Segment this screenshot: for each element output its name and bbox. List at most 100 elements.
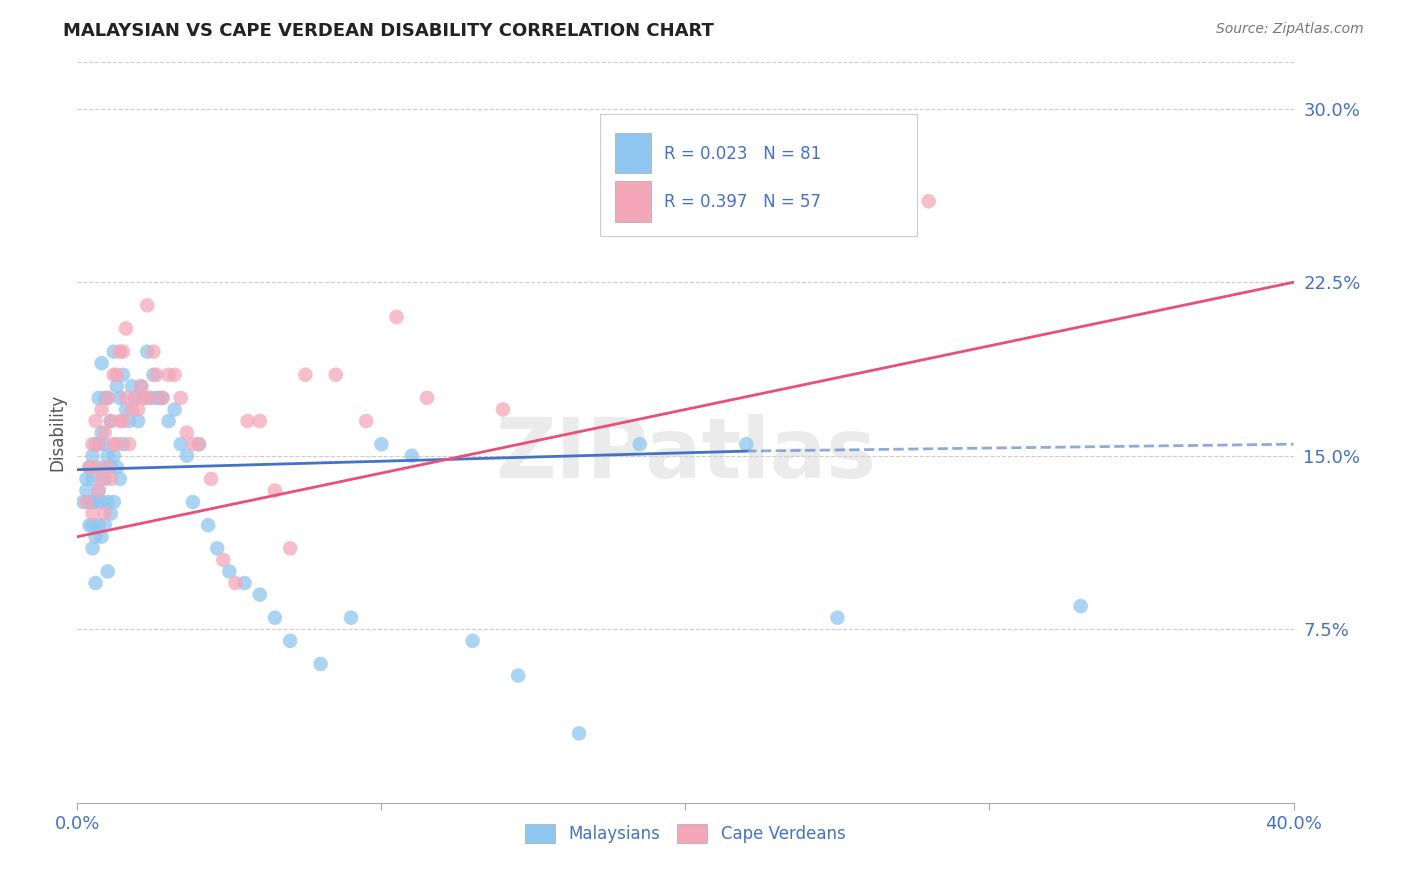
- Point: [827, 610, 849, 624]
- Point: [628, 437, 651, 451]
- FancyBboxPatch shape: [600, 114, 917, 236]
- Point: [134, 391, 156, 405]
- Point: [100, 507, 122, 521]
- Point: [136, 344, 159, 359]
- Point: [121, 402, 143, 417]
- Point: [115, 321, 138, 335]
- Point: [385, 310, 408, 324]
- Point: [176, 425, 198, 440]
- Point: [118, 437, 141, 451]
- Point: [129, 379, 152, 393]
- Point: [249, 588, 271, 602]
- Point: [87, 518, 110, 533]
- Point: [278, 633, 301, 648]
- Point: [84, 495, 107, 509]
- Point: [105, 379, 128, 393]
- Text: ZIPatlas: ZIPatlas: [495, 414, 876, 495]
- Point: [103, 368, 125, 382]
- Point: [508, 668, 530, 682]
- Point: [105, 368, 128, 382]
- Point: [79, 460, 101, 475]
- Point: [100, 472, 122, 486]
- Point: [181, 495, 204, 509]
- Point: [233, 576, 256, 591]
- Text: R = 0.023   N = 81: R = 0.023 N = 81: [664, 145, 821, 162]
- Point: [181, 437, 204, 451]
- Point: [79, 495, 101, 509]
- Point: [97, 565, 120, 579]
- Point: [152, 391, 174, 405]
- Point: [72, 495, 94, 509]
- Point: [249, 414, 271, 428]
- Point: [111, 437, 134, 451]
- Point: [127, 414, 149, 428]
- Point: [103, 437, 125, 451]
- Point: [111, 414, 134, 428]
- Point: [142, 344, 165, 359]
- Point: [100, 414, 122, 428]
- Point: [224, 576, 246, 591]
- Point: [90, 402, 112, 417]
- Point: [90, 460, 112, 475]
- Point: [108, 414, 131, 428]
- Point: [93, 425, 115, 440]
- Point: [354, 414, 377, 428]
- Point: [103, 344, 125, 359]
- Point: [84, 530, 107, 544]
- Point: [97, 460, 120, 475]
- Text: MALAYSIAN VS CAPE VERDEAN DISABILITY CORRELATION CHART: MALAYSIAN VS CAPE VERDEAN DISABILITY COR…: [63, 22, 714, 40]
- Point: [129, 379, 152, 393]
- Point: [93, 518, 115, 533]
- Point: [82, 507, 104, 521]
- Point: [142, 368, 165, 382]
- Point: [111, 368, 134, 382]
- Point: [75, 483, 97, 498]
- Point: [75, 495, 97, 509]
- Point: [93, 472, 115, 486]
- Point: [134, 391, 156, 405]
- Point: [103, 495, 125, 509]
- Bar: [614, 181, 651, 221]
- Point: [115, 402, 138, 417]
- Point: [105, 460, 128, 475]
- Point: [82, 495, 104, 509]
- Point: [176, 449, 198, 463]
- Point: [79, 460, 101, 475]
- Point: [84, 414, 107, 428]
- Point: [100, 460, 122, 475]
- Point: [188, 437, 211, 451]
- Point: [264, 483, 287, 498]
- Point: [157, 414, 180, 428]
- Point: [97, 495, 120, 509]
- Point: [90, 425, 112, 440]
- Point: [340, 610, 363, 624]
- Point: [124, 391, 146, 405]
- Point: [108, 344, 131, 359]
- Point: [918, 194, 941, 209]
- Point: [325, 368, 347, 382]
- Point: [84, 460, 107, 475]
- Point: [139, 391, 162, 405]
- Point: [264, 610, 287, 624]
- Point: [148, 391, 170, 405]
- Point: [82, 518, 104, 533]
- Point: [105, 437, 128, 451]
- Point: [100, 414, 122, 428]
- Point: [170, 391, 193, 405]
- Point: [197, 518, 219, 533]
- Point: [90, 472, 112, 486]
- Point: [145, 391, 167, 405]
- Point: [93, 437, 115, 451]
- Point: [145, 368, 167, 382]
- Point: [79, 518, 101, 533]
- Point: [82, 437, 104, 451]
- Point: [236, 414, 259, 428]
- Point: [568, 726, 591, 740]
- Point: [416, 391, 439, 405]
- Point: [188, 437, 211, 451]
- Point: [118, 414, 141, 428]
- Legend: Malaysians, Cape Verdeans: Malaysians, Cape Verdeans: [519, 817, 852, 850]
- Point: [90, 530, 112, 544]
- Point: [309, 657, 332, 671]
- Point: [127, 402, 149, 417]
